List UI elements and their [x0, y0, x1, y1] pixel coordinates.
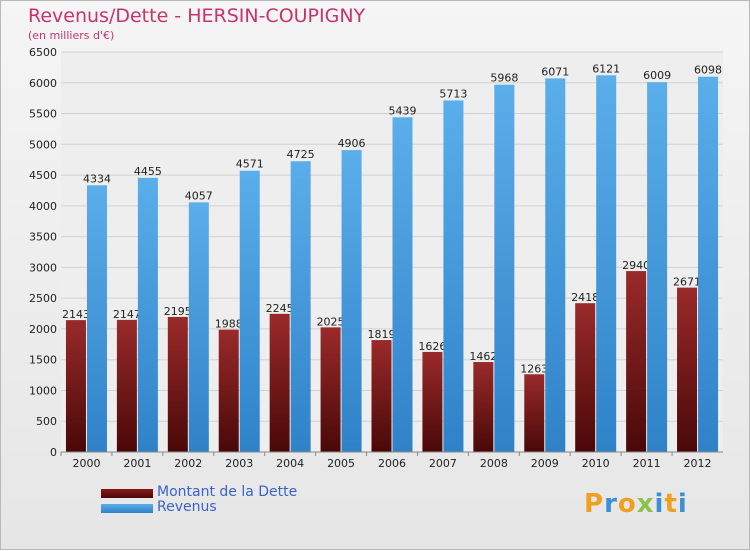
x-tick-label: 2006 — [378, 457, 406, 470]
x-tick-label: 2009 — [531, 457, 559, 470]
legend-swatch-revenus — [101, 504, 153, 513]
bar-revenus — [698, 76, 719, 452]
y-tick-label: 5000 — [29, 138, 57, 151]
data-label-revenus: 4057 — [185, 189, 213, 202]
data-label-dette: 2418 — [571, 291, 599, 304]
y-tick-label: 4000 — [29, 200, 57, 213]
bar-revenus — [137, 177, 158, 452]
data-label-revenus: 4725 — [287, 148, 315, 161]
bar-dette — [218, 329, 239, 452]
data-label-revenus: 5713 — [439, 87, 467, 100]
bar-dette — [167, 316, 188, 452]
data-label-revenus: 5968 — [490, 72, 518, 85]
bar-revenus — [596, 75, 617, 453]
y-tick-label: 1000 — [29, 384, 57, 397]
x-tick-label: 2005 — [327, 457, 355, 470]
data-label-revenus: 5439 — [389, 104, 417, 117]
bar-dette — [116, 319, 137, 452]
data-label-dette: 2940 — [622, 259, 650, 272]
chart-title: Revenus/Dette - HERSIN-COUPIGNY — [28, 5, 366, 27]
x-tick-label: 2002 — [174, 457, 202, 470]
bar-revenus — [443, 100, 464, 452]
proxiti-logo: Proxiti — [584, 489, 688, 519]
logo-letter: r — [604, 489, 618, 519]
y-axis: 0 500 1000 1500 2000 2500 3000 3500 4000 4500 5000… — [29, 46, 57, 459]
legend-label-dette: Montant de la Dette — [157, 484, 298, 500]
bar-revenus — [239, 170, 260, 452]
data-label-dette: 2671 — [673, 276, 701, 289]
bar-revenus — [647, 82, 668, 452]
bar-revenus — [392, 117, 413, 453]
data-label-dette: 2025 — [317, 315, 345, 328]
data-label-dette: 1626 — [418, 340, 446, 353]
y-tick-label: 3000 — [29, 261, 57, 274]
x-tick-label: 2012 — [684, 457, 712, 470]
data-label-dette: 1263 — [520, 362, 548, 375]
bar-revenus — [188, 202, 209, 452]
x-tick-label: 2001 — [123, 457, 151, 470]
bar-dette — [524, 374, 545, 452]
bar-dette — [65, 320, 86, 452]
x-axis: 2000 2001 2002 2003 2004 2005 2006 2007 2008 2009… — [60, 451, 723, 470]
legend-label-revenus: Revenus — [157, 499, 217, 515]
bar-revenus — [86, 185, 107, 453]
y-tick-label: 500 — [36, 415, 57, 428]
x-tick-label: 2007 — [429, 457, 457, 470]
bar-dette — [626, 271, 647, 452]
x-tick-label: 2008 — [480, 457, 508, 470]
bar-dette — [269, 313, 290, 452]
data-label-revenus: 4334 — [83, 172, 111, 185]
bar-dette — [422, 351, 443, 452]
y-tick-label: 5500 — [29, 108, 57, 121]
data-label-revenus: 6121 — [592, 62, 620, 75]
y-tick-label: 6500 — [29, 46, 57, 59]
data-label-dette: 1988 — [215, 318, 243, 331]
data-label-dette: 1462 — [469, 350, 497, 363]
data-label-revenus: 4571 — [236, 158, 264, 171]
logo-letter: t — [664, 489, 678, 519]
data-label-dette: 2245 — [266, 302, 294, 315]
bar-revenus — [341, 150, 362, 453]
y-tick-label: 6000 — [29, 77, 57, 90]
x-tick-label: 2000 — [72, 457, 100, 470]
data-label-revenus: 6098 — [694, 64, 722, 77]
y-tick-label: 4500 — [29, 169, 57, 182]
y-tick-label: 0 — [50, 446, 57, 459]
bar-dette — [677, 287, 698, 452]
logo-letter: i — [654, 489, 665, 519]
data-label-revenus: 6009 — [643, 69, 671, 82]
x-tick-label: 2011 — [633, 457, 661, 470]
y-tick-label: 2500 — [29, 292, 57, 305]
logo-letter: i — [677, 489, 688, 519]
bars: 2143 4334 2147 4455 2195 4057 1988 4571 2245 4725… — [62, 62, 722, 453]
data-label-dette: 1819 — [368, 328, 396, 341]
x-tick-label: 2010 — [582, 457, 610, 470]
data-label-dette: 2147 — [113, 308, 141, 321]
x-tick-label: 2004 — [276, 457, 304, 470]
bar-dette — [575, 303, 596, 452]
bar-revenus — [545, 78, 566, 453]
logo-letter: P — [584, 489, 605, 519]
legend-swatch-dette — [101, 489, 153, 498]
bar-dette — [371, 340, 392, 452]
data-label-revenus: 4906 — [338, 137, 366, 150]
data-label-dette: 2143 — [62, 308, 90, 321]
data-label-dette: 2195 — [164, 305, 192, 318]
data-label-revenus: 6071 — [541, 65, 569, 78]
chart-subtitle: (en milliers d'€) — [28, 29, 115, 42]
y-tick-label: 2000 — [29, 323, 57, 336]
logo-letter: x — [636, 489, 655, 519]
x-tick-label: 2003 — [225, 457, 253, 470]
bar-revenus — [494, 84, 515, 452]
bar-dette — [320, 327, 341, 452]
data-label-revenus: 4455 — [134, 165, 162, 178]
y-tick-label: 1500 — [29, 354, 57, 367]
y-tick-label: 3500 — [29, 231, 57, 244]
bar-revenus — [290, 161, 311, 452]
bar-dette — [473, 362, 494, 452]
logo-letter: o — [617, 489, 637, 519]
